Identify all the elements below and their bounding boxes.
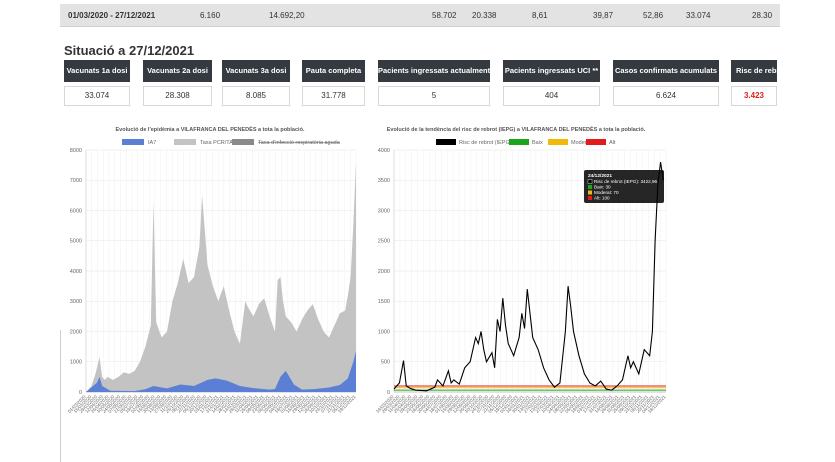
legend-swatch-pcr bbox=[174, 139, 196, 145]
y-tick-label: 4000 bbox=[70, 269, 82, 275]
card-value: 6.624 bbox=[613, 86, 719, 106]
summary-value: 28.30 bbox=[752, 11, 773, 20]
card-value: 33.074 bbox=[64, 86, 130, 106]
chart-legend: IA7 Taxa PCR/TA Taxa d'infecció respirat… bbox=[122, 139, 341, 146]
x-axis: 14/03/202028/03/202011/04/202025/04/2020… bbox=[375, 394, 667, 414]
summary-row: 01/03/2020 - 27/12/2021 6.160 14.692,20 … bbox=[60, 4, 780, 27]
y-tick-label: 5000 bbox=[70, 239, 82, 245]
chart-epidemia: Evolució de l'epidèmia a VILAFRANCA DEL … bbox=[67, 125, 357, 414]
y-tick-label: 1000 bbox=[378, 329, 390, 335]
card-value: 3.423 bbox=[731, 86, 777, 106]
left-rule bbox=[60, 330, 61, 462]
series-risc-de-rebrot-iepg- bbox=[393, 162, 664, 392]
card-pauta-completa: Pauta completa 31.778 bbox=[302, 60, 365, 106]
tooltip-swatch bbox=[588, 196, 592, 200]
card-label: Vacunats 2a dosi bbox=[143, 60, 212, 82]
chart-title: Evolució de la tendència del risc de reb… bbox=[387, 125, 646, 133]
y-tick-label: 0 bbox=[79, 390, 82, 396]
legend-label: Moderat bbox=[571, 140, 592, 146]
card-label: Vacunats 3a dosi bbox=[222, 60, 290, 82]
card-value: 31.778 bbox=[302, 86, 365, 106]
card-value: 404 bbox=[503, 86, 600, 106]
series-ia7 bbox=[86, 351, 356, 392]
card-label: Risc de rebrot bbox=[731, 60, 777, 82]
card-risc-rebrot: Risc de rebrot 3.423 bbox=[731, 60, 777, 106]
card-pacients-ingressats: Pacients ingressats actualment 5 bbox=[378, 60, 490, 106]
legend-label: IA7 bbox=[148, 140, 156, 146]
legend-label: Baix bbox=[532, 140, 543, 146]
summary-value: 39,87 bbox=[593, 11, 614, 20]
legend-swatch-risc bbox=[436, 139, 456, 145]
y-tick-label: 1500 bbox=[378, 299, 390, 305]
card-label: Pacients ingressats UCI ** bbox=[503, 60, 600, 82]
y-tick-label: 3500 bbox=[378, 178, 390, 184]
card-value: 8.085 bbox=[222, 86, 290, 106]
card-vacunats-2a-dosi: Vacunats 2a dosi 28.308 bbox=[143, 60, 212, 106]
legend-label: Alt bbox=[609, 140, 616, 146]
threshold-lines bbox=[394, 385, 666, 391]
summary-value: 20.338 bbox=[472, 11, 497, 20]
card-value: 5 bbox=[378, 86, 490, 106]
chart-series bbox=[86, 162, 356, 392]
tooltip-line: Risc de rebrot (IEPG): 3422,96 bbox=[594, 179, 658, 184]
y-tick-label: 2000 bbox=[70, 329, 82, 335]
chart-legend: Risc de rebrot (IEPG) Baix Moderat Alt bbox=[436, 139, 616, 146]
section-title: Situació a 27/12/2021 bbox=[64, 43, 195, 58]
legend-label: Risc de rebrot (IEPG) bbox=[459, 140, 512, 146]
y-tick-label: 6000 bbox=[70, 208, 82, 214]
chart-tooltip: 24/12/2021 Risc de rebrot (IEPG): 3422,9… bbox=[584, 170, 664, 203]
y-axis: 0 500 1000 1500 2000 2500 3000 3500 4000 bbox=[378, 148, 390, 396]
summary-value: 8,61 bbox=[532, 11, 548, 20]
y-tick-label: 7000 bbox=[70, 178, 82, 184]
legend-swatch-moderat bbox=[548, 139, 568, 145]
y-tick-label: 500 bbox=[381, 360, 390, 366]
card-pacients-uci: Pacients ingressats UCI ** 404 bbox=[503, 60, 600, 106]
y-tick-label: 1000 bbox=[70, 360, 82, 366]
summary-value: 14.692,20 bbox=[269, 11, 305, 20]
tooltip-date: 24/12/2021 bbox=[588, 173, 612, 179]
summary-value: 33.074 bbox=[686, 11, 711, 20]
card-label: Pacients ingressats actualment bbox=[378, 60, 490, 82]
legend-swatch-alt bbox=[586, 139, 606, 145]
card-casos-confirmats: Casos confirmats acumulats 6.624 bbox=[613, 60, 719, 106]
series-taxa-pcr-ta bbox=[86, 162, 356, 392]
legend-label: Taxa d'infecció respiratòria aguda bbox=[258, 140, 341, 146]
y-tick-label: 3000 bbox=[70, 299, 82, 305]
summary-value: 52,86 bbox=[643, 11, 664, 20]
y-tick-label: 2000 bbox=[378, 269, 390, 275]
chart-risc-rebrot: Evolució de la tendència del risc de reb… bbox=[375, 125, 667, 414]
tooltip-line: Moderat: 70 bbox=[594, 190, 619, 195]
legend-swatch-baix bbox=[509, 139, 529, 145]
tooltip-box bbox=[584, 170, 664, 203]
card-vacunats-1a-dosi: Vacunats 1a dosi 33.074 bbox=[64, 60, 130, 106]
summary-value: 6.160 bbox=[200, 11, 221, 20]
tooltip-line: Baix: 30 bbox=[594, 185, 611, 190]
card-vacunats-3a-dosi: Vacunats 3a dosi 8.085 bbox=[222, 60, 290, 106]
card-label: Casos confirmats acumulats bbox=[613, 60, 719, 82]
y-tick-label: 3000 bbox=[378, 208, 390, 214]
tooltip-swatch bbox=[588, 185, 592, 189]
chart-series bbox=[393, 162, 664, 392]
legend-label: Taxa PCR/TA bbox=[200, 140, 233, 146]
y-tick-label: 4000 bbox=[378, 148, 390, 154]
summary-value: 58.702 bbox=[432, 11, 457, 20]
y-tick-label: 8000 bbox=[70, 148, 82, 154]
chart-title: Evolució de l'epidèmia a VILAFRANCA DEL … bbox=[116, 125, 305, 133]
card-label: Vacunats 1a dosi bbox=[64, 60, 130, 82]
y-tick-label: 0 bbox=[387, 390, 390, 396]
card-label: Pauta completa bbox=[302, 60, 365, 82]
legend-swatch-ira bbox=[232, 139, 254, 145]
x-axis: 01/03/202015/03/202029/03/202012/04/2020… bbox=[67, 394, 357, 414]
tooltip-line: Alt: 100 bbox=[594, 196, 610, 201]
tooltip-swatch bbox=[588, 190, 592, 195]
y-tick-label: 2500 bbox=[378, 239, 390, 245]
y-axis: 0 1000 2000 3000 4000 5000 6000 7000 8000 bbox=[70, 148, 82, 396]
card-value: 28.308 bbox=[143, 86, 212, 106]
tooltip-swatch bbox=[587, 179, 593, 184]
summary-period: 01/03/2020 - 27/12/2021 bbox=[68, 11, 156, 20]
legend-swatch-ia7 bbox=[122, 139, 144, 145]
